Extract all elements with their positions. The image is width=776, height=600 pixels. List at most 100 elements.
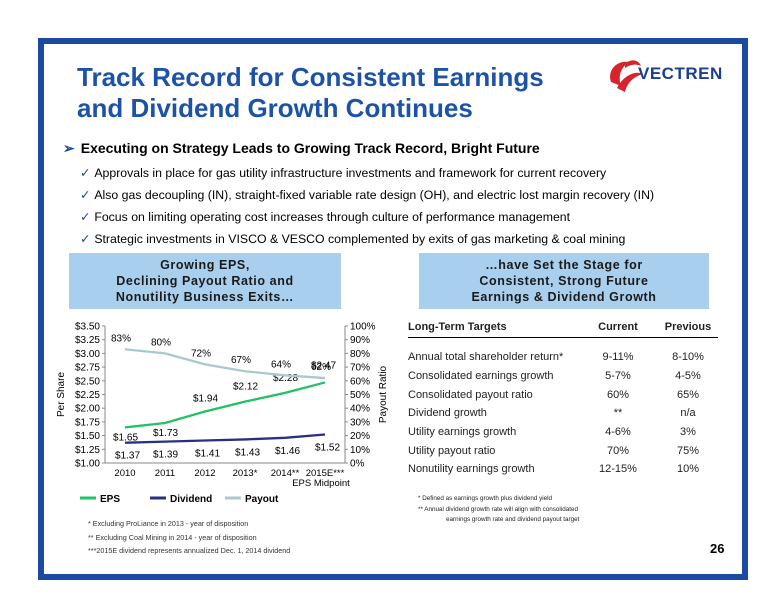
table-cell: 5-7% xyxy=(605,370,631,383)
x-tick-label: 2014** xyxy=(271,468,300,479)
y-tick-label-left: $1.25 xyxy=(75,445,100,456)
table-cell: Nonutility earnings growth xyxy=(408,463,535,476)
data-label-dividend: $1.43 xyxy=(235,447,260,458)
series-line-payout xyxy=(124,348,326,380)
right-banner-line: Consistent, Strong Future xyxy=(479,274,649,288)
y-tick-label-right: 40% xyxy=(350,404,370,415)
logo-text: VECTREN xyxy=(638,64,723,83)
y-tick-label-right: 30% xyxy=(350,417,370,428)
data-label-eps: $1.65 xyxy=(113,432,138,443)
table-cell: Utility earnings growth xyxy=(408,426,517,439)
bullet-item: ✓ Also gas decoupling (IN), straight-fixe… xyxy=(80,186,654,208)
table-cell: 3% xyxy=(680,426,696,439)
y-tick-label-left: $1.00 xyxy=(75,459,100,470)
data-label-eps: $1.94 xyxy=(193,393,218,404)
footnote: ** Annual dividend growth rate will alig… xyxy=(418,505,578,513)
footnote: * Excluding ProLiance in 2013 - year of … xyxy=(88,519,249,528)
table-cell: n/a xyxy=(680,407,696,420)
y-tick-label-left: $2.25 xyxy=(75,390,100,401)
vectren-logo-icon xyxy=(610,60,643,92)
table-cell: Consolidated payout ratio xyxy=(408,388,533,401)
checkmark-icon: ✓ xyxy=(80,210,91,224)
left-banner-line: Nonutility Business Exits… xyxy=(115,290,295,304)
checkmark-icon: ✓ xyxy=(80,188,91,202)
right-banner-line: Earnings & Dividend Growth xyxy=(471,290,657,304)
footnote: earnings growth rate and dividend payout… xyxy=(446,516,580,523)
page-number: 26 xyxy=(710,541,725,556)
y-tick-label-right: 80% xyxy=(350,349,370,360)
y-tick-label-left: $3.00 xyxy=(75,349,100,360)
y-tick-label-right: 10% xyxy=(350,445,370,456)
table-row: Utility earnings growth 4-6% 3% xyxy=(408,423,718,442)
table-cell: 10% xyxy=(676,463,700,476)
table-row: Consolidated payout ratio 60% 65% xyxy=(408,385,718,404)
x-tick-label: 2010 xyxy=(114,468,135,479)
arrow-bullet-icon: ➢ xyxy=(63,140,75,156)
table-cell: Consolidated earnings growth xyxy=(408,370,554,383)
data-label-payout: 64% xyxy=(271,359,291,370)
y-tick-label-right: 20% xyxy=(350,431,370,442)
targets-footnotes: * Defined as earnings growth plus divide… xyxy=(418,494,579,526)
y-axis-title-left: Per Share xyxy=(56,372,67,417)
slide-frame xyxy=(38,38,748,580)
table-row: Annual total shareholder return* 9-11% 8-1… xyxy=(408,348,718,367)
data-label-dividend: $1.37 xyxy=(115,451,140,462)
y-tick-label-left: $2.50 xyxy=(75,376,100,387)
table-cell: 9-11% xyxy=(602,351,634,364)
table-header: Current xyxy=(584,319,652,338)
y-tick-label-left: $3.50 xyxy=(75,322,100,333)
table-cell: 60% xyxy=(606,388,630,401)
y-tick-label-left: $1.50 xyxy=(75,431,100,442)
y-tick-label-left: $3.25 xyxy=(75,335,100,346)
x-sublabel: EPS Midpoint xyxy=(292,478,350,489)
y-tick-label-right: 70% xyxy=(350,363,370,374)
slide-title: Track Record for Consistent Earnings and… xyxy=(77,62,597,124)
data-label-payout: 83% xyxy=(111,333,131,344)
long-term-targets-table: Long-Term Targets Current Previous Annua… xyxy=(408,319,718,479)
checkmark-icon: ✓ xyxy=(80,232,91,246)
data-label-payout: 62% xyxy=(311,362,331,373)
table-cell: Utility payout ratio xyxy=(408,444,496,457)
data-label-payout: 80% xyxy=(151,337,171,348)
eps-dividend-payout-chart: $1.00 $1.25 $1.50 $1.75 $2.00 $2.25 $2.50 $2.75… xyxy=(56,322,389,506)
y-tick-label-left: $2.00 xyxy=(75,404,100,415)
data-label-payout: 67% xyxy=(231,355,251,366)
y-tick-label-left: $1.75 xyxy=(75,417,100,428)
checkmark-icon: ✓ xyxy=(80,166,91,180)
table-header: Previous xyxy=(652,319,718,338)
table-cell: Annual total shareholder return* xyxy=(408,351,564,364)
footnote: ** Excluding Coal Mining in 2014 - year … xyxy=(88,532,257,542)
y-tick-label-right: 50% xyxy=(350,390,370,401)
title-line-1: Track Record for Consistent Earnings xyxy=(77,62,544,92)
table-row: Consolidated earnings growth 5-7% 4-5% xyxy=(408,367,718,386)
bullet-text: Strategic investments in VISCO & VESCO c… xyxy=(94,232,626,246)
x-tick-label: 2011 xyxy=(155,468,175,479)
legend-label: EPS xyxy=(100,494,120,505)
x-tick-label: 2013* xyxy=(233,468,258,479)
table-cell: ** xyxy=(613,407,623,420)
data-label-eps: $2.47 xyxy=(311,360,336,371)
y-axis-title-right: Payout Ratio xyxy=(378,365,389,423)
table-cell: 8-10% xyxy=(672,351,704,364)
x-tick-label: 2015E*** xyxy=(306,468,345,479)
footnote: ***2015E dividend represents annualized … xyxy=(88,546,291,555)
bullet-text: Approvals in place for gas utility infra… xyxy=(94,166,607,180)
right-banner: …have Set the Stage for Consistent, Stro… xyxy=(419,253,709,309)
data-label-eps: $1.73 xyxy=(153,428,178,439)
data-label-eps: $2.12 xyxy=(233,382,258,393)
data-label-dividend: $1.39 xyxy=(153,450,178,461)
series-line-eps xyxy=(124,381,326,429)
y-tick-label-left: $2.75 xyxy=(75,363,100,374)
table-cell: 70% xyxy=(606,444,630,457)
table-header: Long-Term Targets xyxy=(408,319,584,338)
headline-text: Executing on Strategy Leads to Growing T… xyxy=(80,140,540,156)
bullet-item: ✓ Strategic investments in VISCO & VESCO … xyxy=(80,230,654,252)
table-cell: 75% xyxy=(676,444,700,457)
right-banner-line: …have Set the Stage for xyxy=(485,258,643,272)
chart-footnotes: * Excluding ProLiance in 2013 - year of … xyxy=(88,517,290,558)
bullet-item: ✓ Focus on limiting operating cost increa… xyxy=(80,208,654,230)
bullet-text: Focus on limiting operating cost increas… xyxy=(94,210,571,224)
y-tick-label-right: 90% xyxy=(350,335,370,346)
left-banner: Growing EPS, Declining Payout Ratio and … xyxy=(69,253,341,309)
left-banner-line: Declining Payout Ratio and xyxy=(116,274,294,288)
